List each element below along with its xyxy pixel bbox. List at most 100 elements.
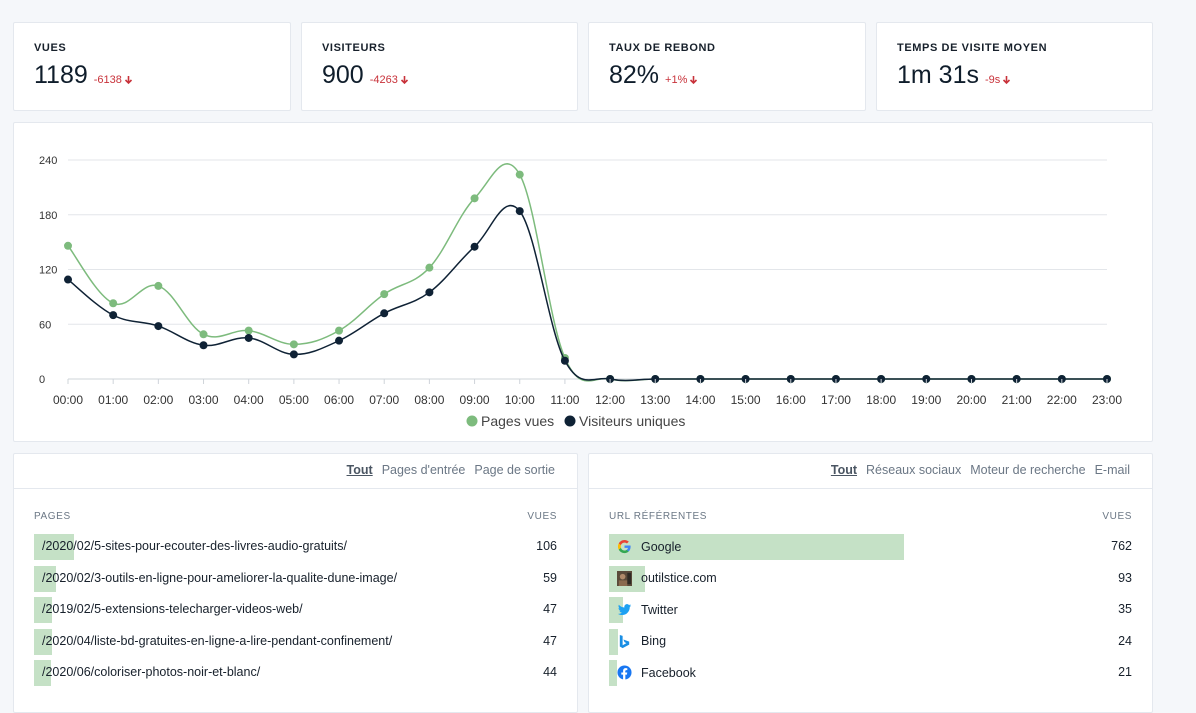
x-tick-label: 07:00 xyxy=(369,393,399,407)
google-icon xyxy=(617,539,632,554)
row-bar xyxy=(34,534,75,560)
series-visiteurs-uniques-point[interactable] xyxy=(199,341,208,350)
x-tick-label: 10:00 xyxy=(505,393,535,407)
row-bar xyxy=(34,597,52,623)
row-label[interactable]: /2020/02/3-outils-en-ligne-pour-ameliore… xyxy=(42,570,398,585)
row-value: 47 xyxy=(543,633,557,648)
series-visiteurs-uniques-point[interactable] xyxy=(380,309,389,318)
series-pages-vues-point[interactable] xyxy=(515,170,524,179)
x-tick-label: 09:00 xyxy=(460,393,490,407)
stat-value: 1m 31s xyxy=(897,61,979,89)
column-header-vues: VUES xyxy=(1102,511,1132,522)
series-pages-vues-point[interactable] xyxy=(470,194,479,203)
table-row[interactable]: Facebook 21 xyxy=(609,660,1132,686)
x-tick-label: 01:00 xyxy=(98,393,128,407)
tab-tout[interactable]: Tout xyxy=(830,463,858,477)
legend-item-series-pages-vues[interactable]: Pages vues xyxy=(466,413,555,429)
tab-page-sortie[interactable]: Page de sortie xyxy=(474,463,555,477)
y-tick-label: 0 xyxy=(39,374,45,386)
table-row[interactable]: Google 762 xyxy=(609,534,1132,560)
stat-card-vues: VUES 1189 -6138 xyxy=(13,22,291,111)
series-pages-vues-point[interactable] xyxy=(425,263,434,272)
legend-label: Visiteurs uniques xyxy=(579,413,685,429)
series-visiteurs-uniques-point[interactable] xyxy=(109,311,118,320)
stat-card-visiteurs: VISITEURS 900 -4263 xyxy=(301,22,578,111)
series-visiteurs-uniques-point[interactable] xyxy=(335,336,344,345)
series-pages-vues-point[interactable] xyxy=(380,290,389,299)
series-visiteurs-uniques-line xyxy=(67,204,1107,382)
series-visiteurs-uniques-point[interactable] xyxy=(244,333,253,342)
row-value: 106 xyxy=(536,539,557,553)
row-value: 24 xyxy=(1118,633,1132,648)
tab-reseaux-sociaux[interactable]: Réseaux sociaux xyxy=(866,463,962,477)
divider xyxy=(589,488,1152,489)
stat-value: 82% xyxy=(609,61,660,89)
x-tick-label: 21:00 xyxy=(1002,393,1032,407)
row-bar xyxy=(34,660,51,686)
tab-pages-entree[interactable]: Pages d'entrée xyxy=(381,463,466,477)
arrow-down-icon xyxy=(400,76,408,85)
series-visiteurs-uniques-point[interactable] xyxy=(425,288,434,297)
stat-label: VISITEURS xyxy=(322,42,386,54)
series-pages-vues-point[interactable] xyxy=(199,330,208,339)
row-label[interactable]: Facebook xyxy=(617,665,696,680)
tab-e-mail[interactable]: E-mail xyxy=(1094,463,1130,477)
row-value: 47 xyxy=(543,602,557,616)
column-header-vues: VUES xyxy=(527,511,557,522)
stat-change: -9s xyxy=(985,74,1011,86)
y-tick-label: 120 xyxy=(39,265,57,277)
row-bar xyxy=(609,534,905,560)
table-row[interactable]: /2020/02/5-sites-pour-ecouter-des-livres… xyxy=(34,534,557,560)
tab-tout[interactable]: Tout xyxy=(346,463,373,477)
pages-panel: Tout Pages d'entrée Page de sortie PAGES… xyxy=(13,453,578,713)
tab-moteur-de-recherche[interactable]: Moteur de recherche xyxy=(970,463,1086,477)
series-visiteurs-uniques-point[interactable] xyxy=(154,322,163,331)
y-tick-label: 60 xyxy=(39,319,51,331)
stat-change: -6138 xyxy=(94,74,133,86)
table-row[interactable]: /2020/04/liste-bd-gratuites-en-ligne-a-l… xyxy=(34,628,557,655)
row-label[interactable]: Google xyxy=(617,539,681,554)
x-tick-label: 18:00 xyxy=(866,393,896,407)
series-pages-vues-point[interactable] xyxy=(154,281,163,290)
series-pages-vues-point[interactable] xyxy=(335,326,344,335)
row-label[interactable]: Bing xyxy=(617,634,666,649)
series-visiteurs-uniques-point[interactable] xyxy=(515,207,524,216)
table-row[interactable]: Bing 24 xyxy=(609,628,1132,655)
stat-label: VUES xyxy=(34,42,67,54)
referrers-tabs: Tout Réseaux sociaux Moteur de recherche… xyxy=(831,463,1130,477)
series-visiteurs-uniques-point[interactable] xyxy=(560,356,569,365)
y-tick-label: 240 xyxy=(39,155,57,167)
row-bar xyxy=(609,660,618,686)
legend-label: Pages vues xyxy=(481,413,554,429)
table-row[interactable]: outilstice.com 93 xyxy=(609,565,1132,592)
row-label[interactable]: Twitter xyxy=(617,602,678,617)
series-visiteurs-uniques-point[interactable] xyxy=(470,242,479,251)
row-bar xyxy=(609,628,619,655)
series-visiteurs-uniques-point[interactable] xyxy=(289,350,298,359)
table-row[interactable]: /2019/02/5-extensions-telecharger-videos… xyxy=(34,597,557,623)
series-pages-vues-point[interactable] xyxy=(64,241,72,250)
traffic-line-chart: 0 60 120 180 240 00:00 01:00 02:00 03:00 04:00 05… xyxy=(39,155,1122,429)
series-pages-vues-point[interactable] xyxy=(109,299,118,308)
stat-label: TEMPS DE VISITE MOYEN xyxy=(897,42,1048,54)
x-tick-label: 00:00 xyxy=(53,393,83,407)
row-label[interactable]: /2020/04/liste-bd-gratuites-en-ligne-a-l… xyxy=(42,633,393,648)
row-value: 93 xyxy=(1118,570,1132,585)
table-row[interactable]: /2020/02/3-outils-en-ligne-pour-ameliore… xyxy=(34,565,557,592)
series-visiteurs-uniques-point[interactable] xyxy=(64,275,72,284)
legend-item-series-visiteurs-uniques[interactable]: Visiteurs uniques xyxy=(564,413,686,429)
table-row[interactable]: Twitter 35 xyxy=(609,597,1132,623)
row-label[interactable]: /2020/06/coloriser-photos-noir-et-blanc/ xyxy=(42,665,261,679)
table-row[interactable]: /2020/06/coloriser-photos-noir-et-blanc/… xyxy=(34,660,557,686)
x-tick-label: 06:00 xyxy=(324,393,354,407)
row-value: 35 xyxy=(1118,602,1132,616)
row-label[interactable]: outilstice.com xyxy=(617,570,717,586)
series-pages-vues-point[interactable] xyxy=(244,326,253,335)
series-pages-vues-line xyxy=(67,163,1107,382)
pages-tabs: Tout Pages d'entrée Page de sortie xyxy=(347,463,555,477)
stat-value: 1189 xyxy=(34,61,88,89)
series-pages-vues-point[interactable] xyxy=(289,340,298,349)
row-label[interactable]: /2019/02/5-extensions-telecharger-videos… xyxy=(42,602,303,616)
row-label[interactable]: /2020/02/5-sites-pour-ecouter-des-livres… xyxy=(42,539,348,553)
x-tick-label: 20:00 xyxy=(956,393,986,407)
